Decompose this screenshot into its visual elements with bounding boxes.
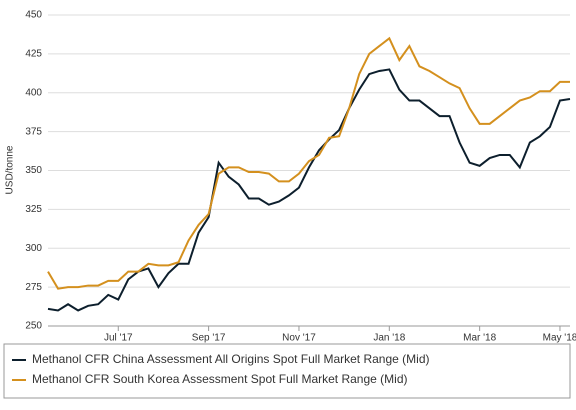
y-tick-label: 400 xyxy=(25,87,42,98)
y-tick-label: 350 xyxy=(25,165,42,176)
x-tick-label: May '18 xyxy=(543,333,576,344)
y-tick-label: 300 xyxy=(25,243,42,254)
legend-label: Methanol CFR China Assessment All Origin… xyxy=(32,352,429,366)
y-tick-label: 450 xyxy=(25,10,42,21)
x-tick-label: Mar '18 xyxy=(463,333,496,344)
y-axis-label: USD/tonne xyxy=(5,145,16,194)
y-tick-label: 275 xyxy=(25,282,42,293)
y-tick-label: 325 xyxy=(25,204,42,215)
legend-box xyxy=(3,343,571,399)
x-tick-label: Jul '17 xyxy=(104,333,133,344)
series-line xyxy=(47,36,570,290)
y-tick-label: 250 xyxy=(25,321,42,332)
legend-label: Methanol CFR South Korea Assessment Spot… xyxy=(32,372,408,386)
y-tick-label: 375 xyxy=(25,126,42,137)
y-tick-label: 425 xyxy=(25,49,42,60)
x-tick-label: Nov '17 xyxy=(282,333,316,344)
x-tick-label: Sep '17 xyxy=(192,333,226,344)
series-line xyxy=(47,68,571,312)
x-tick-label: Jan '18 xyxy=(373,333,405,344)
